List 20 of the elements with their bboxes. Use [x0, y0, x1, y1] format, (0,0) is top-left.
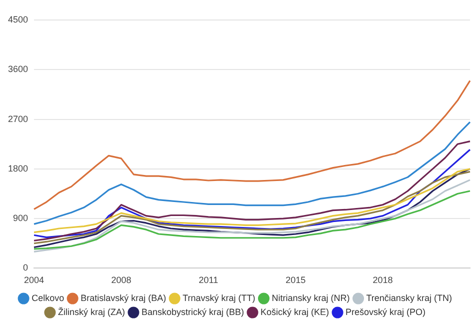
legend-label: Trenčiansky kraj (TN)	[366, 292, 452, 303]
x-tick-label: 2004	[24, 275, 44, 286]
legend-label: Nitriansky kraj (NR)	[272, 292, 350, 303]
y-tick-label: 1800	[8, 163, 28, 174]
x-tick-label: 2015	[286, 275, 306, 286]
y-tick-label: 4500	[8, 14, 28, 24]
legend-label: Banskobystrický kraj (BB)	[141, 306, 244, 317]
legend-label: Bratislavský kraj (BA)	[80, 292, 166, 303]
legend-label: Celkovo	[32, 292, 64, 303]
legend-label: Košický kraj (KE)	[260, 306, 330, 317]
y-tick-label: 900	[12, 213, 28, 224]
legend-label: Trnavský kraj (TT)	[182, 292, 256, 303]
x-tick-label: 2008	[111, 275, 132, 286]
legend-label: Prešovský kraj (PO)	[346, 306, 426, 317]
legend-label: Žilinský kraj (ZA)	[58, 306, 125, 317]
y-tick-label: 0	[23, 262, 28, 273]
y-tick-label: 2700	[8, 114, 28, 124]
x-tick-label: 2018	[372, 275, 393, 286]
y-tick-label: 3600	[8, 64, 28, 74]
x-tick-label: 2011	[198, 275, 218, 286]
